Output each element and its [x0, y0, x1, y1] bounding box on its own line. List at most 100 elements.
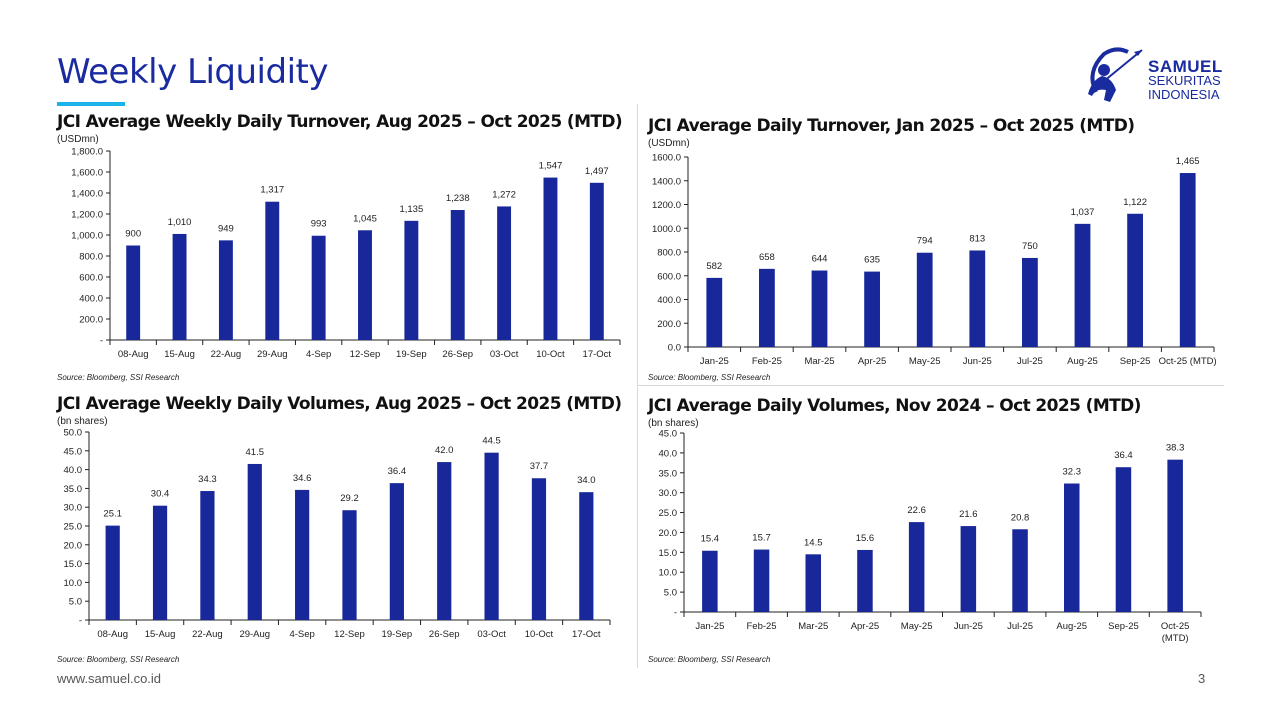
bar [908, 522, 925, 612]
chart-source: Source: Bloomberg, SSI Research [648, 373, 771, 382]
y-tick-label: 1400.0 [652, 176, 681, 187]
horizontal-divider [637, 385, 1224, 386]
x-tick-label: 19-Sep [396, 349, 427, 360]
footer-url[interactable]: www.samuel.co.id [57, 671, 162, 686]
y-tick-label: 35.0 [659, 468, 678, 479]
bar [1115, 467, 1132, 612]
data-label: 20.8 [1011, 512, 1030, 523]
chart-unit: (bn shares) [648, 418, 699, 429]
x-tick-label: 29-Aug [239, 629, 270, 640]
bar [1012, 529, 1028, 612]
y-tick-label: 45.0 [64, 446, 83, 457]
x-tick-label: Aug-25 [1056, 621, 1087, 632]
bar [497, 206, 512, 340]
page-number: 3 [1198, 671, 1206, 686]
x-tick-label: 17-Oct [572, 629, 601, 640]
data-label: 34.6 [293, 473, 312, 484]
data-label: 37.7 [530, 461, 549, 472]
bar [152, 505, 168, 620]
x-tick-label: 03-Oct [477, 629, 506, 640]
data-label: 1,122 [1123, 197, 1147, 208]
chart-unit: (bn shares) [57, 416, 108, 427]
y-tick-label: 20.0 [64, 540, 83, 551]
y-tick-label: 600.0 [657, 271, 681, 282]
chart-weekly-volume: - 5.0 10.0 15.0 20.0 25.0 30.0 35.0 40.0 45.0 50.0… [64, 428, 611, 640]
y-tick-label: 200.0 [657, 319, 681, 330]
chart-monthly-turnover: 0.0 200.0 400.0 600.0 800.0 1000.0 1200.0 1400.… [652, 153, 1217, 368]
data-label: 21.6 [959, 509, 978, 520]
chart-title: JCI Average Weekly Daily Volumes, Aug 20… [57, 394, 622, 414]
y-tick-label: - [674, 608, 677, 619]
bar [857, 549, 873, 612]
x-tick-label: 19-Sep [382, 629, 413, 640]
bar [1063, 483, 1080, 612]
data-label: 1,037 [1071, 207, 1095, 218]
x-tick-label: 17-Oct [583, 349, 612, 360]
x-tick-label: 26-Sep [442, 349, 473, 360]
bar [200, 491, 215, 620]
chart-source: Source: Bloomberg, SSI Research [57, 373, 180, 382]
y-tick-label: 1,200.0 [71, 210, 103, 221]
data-label: 15.7 [752, 533, 771, 544]
page-title: Weekly Liquidity [57, 52, 328, 92]
x-tick-label: Sep-25 [1108, 621, 1139, 632]
x-tick-label: Feb-25 [752, 356, 782, 367]
bar [247, 463, 262, 620]
data-label: 41.5 [246, 447, 264, 458]
x-tick-label: Oct-25 (MTD) [1159, 356, 1217, 367]
x-tick-label: Sep-25 [1120, 356, 1151, 367]
bar [295, 489, 310, 620]
data-label: 644 [812, 254, 828, 265]
chart-weekly-turnover: - 200.0 400.0 600.0 800.0 1,000.0 1,200.0 1,400… [71, 147, 621, 360]
data-label: 22.6 [907, 505, 926, 516]
x-tick-label: Jul-25 [1017, 356, 1043, 367]
data-label: 1,317 [260, 185, 284, 196]
y-tick-label: 1000.0 [652, 224, 681, 235]
data-label: 949 [218, 223, 234, 234]
bar [1022, 257, 1038, 347]
data-label: 794 [917, 236, 933, 247]
chart-unit: (USDmn) [57, 134, 99, 145]
bar [404, 220, 419, 340]
y-tick-label: 10.0 [64, 578, 83, 589]
y-tick-label: 45.0 [659, 429, 678, 440]
bar [706, 277, 723, 347]
x-tick-label: 22-Aug [192, 629, 223, 640]
bar [484, 452, 499, 620]
x-tick-label: Jan-25 [695, 621, 724, 632]
bar [1167, 459, 1183, 612]
y-tick-label: 40.0 [659, 448, 678, 459]
data-label: 44.5 [482, 436, 501, 447]
chart-monthly-volume: - 5.0 10.0 15.0 20.0 25.0 30.0 35.0 40.0 45.0 15.4… [659, 429, 1202, 644]
bar [805, 554, 822, 612]
bar [389, 483, 404, 620]
y-tick-label: 25.0 [659, 508, 678, 519]
bar [1179, 173, 1196, 347]
x-tick-label: May-25 [909, 356, 941, 367]
y-tick-label: 15.0 [659, 548, 678, 559]
x-tick-label: Jul-25 [1007, 621, 1033, 632]
chart-title: JCI Average Daily Volumes, Nov 2024 – Oc… [648, 396, 1141, 416]
data-label: 750 [1022, 241, 1038, 252]
x-tick-label: 08-Aug [118, 349, 149, 360]
x-tick-label: 22-Aug [211, 349, 242, 360]
y-tick-label: 400.0 [657, 295, 681, 306]
data-label: 813 [969, 233, 985, 244]
data-label: 1,497 [585, 166, 609, 177]
data-label: 42.0 [435, 445, 454, 456]
x-tick-label: 12-Sep [350, 349, 381, 360]
x-tick-label: 03-Oct [490, 349, 519, 360]
data-label: 1,465 [1176, 156, 1200, 167]
y-tick-label: 1,400.0 [71, 189, 103, 200]
data-label: 635 [864, 255, 880, 266]
chart-panel-monthly-volume: JCI Average Daily Volumes, Nov 2024 – Oc… [648, 396, 1228, 666]
x-tick-label: (MTD) [1162, 633, 1189, 644]
data-label: 36.4 [388, 466, 407, 477]
bar [450, 210, 465, 340]
bar [1127, 213, 1143, 347]
y-tick-label: 800.0 [79, 252, 103, 263]
bar [759, 268, 775, 347]
logo-line-1: SAMUEL [1148, 57, 1223, 76]
data-label: 15.4 [701, 534, 720, 545]
x-tick-label: Jun-25 [963, 356, 992, 367]
